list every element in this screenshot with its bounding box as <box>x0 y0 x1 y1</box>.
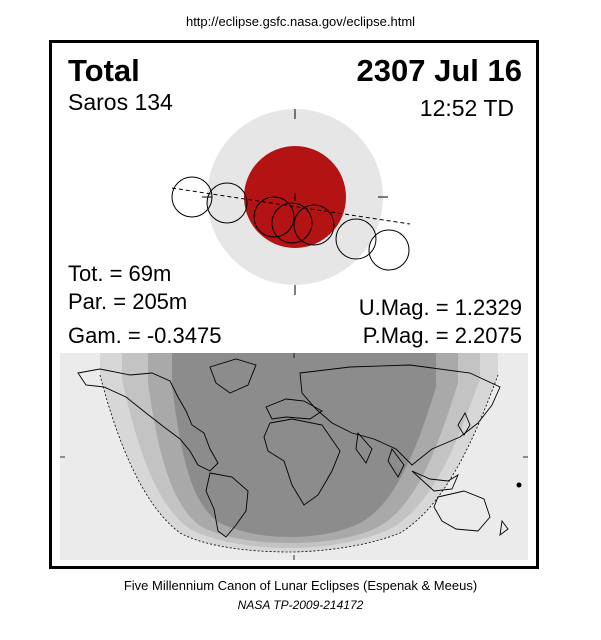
gamma-value: Gam. = -0.3475 <box>68 323 222 348</box>
eclipse-type: Total <box>68 53 140 88</box>
penumbral-magnitude: P.Mag. = 2.2075 <box>362 323 522 348</box>
moon-position <box>335 218 377 260</box>
moon-position <box>271 202 313 244</box>
partial-duration: Par. = 205m <box>68 289 188 314</box>
map-graticule-ticks <box>60 353 528 560</box>
umbral-magnitude: U.Mag. = 1.2329 <box>358 295 522 320</box>
total-visibility-zone <box>172 353 436 537</box>
moon-position <box>293 204 335 246</box>
moon-position <box>206 182 248 224</box>
coastlines <box>77 358 509 538</box>
eclipse-time: 12:52 TD <box>419 95 514 121</box>
eclipse-geometry <box>171 109 411 295</box>
saros-number: Saros 134 <box>68 89 173 115</box>
eclipse-date: 2307 Jul 16 <box>356 53 522 88</box>
footer-canon-title: Five Millennium Canon of Lunar Eclipses … <box>123 578 478 593</box>
eclipse-diagram-frame: Total 2307 Jul 16 Saros 134 12:52 TD Tot… <box>49 40 539 569</box>
moon-position <box>171 176 213 218</box>
moon-position <box>368 229 410 271</box>
visibility-map <box>60 353 528 560</box>
subsolar-point <box>516 482 522 488</box>
moon-position <box>253 196 295 238</box>
footer-publication: NASA TP-2009-214172 <box>237 598 364 612</box>
map-band-edge <box>99 374 499 553</box>
source-url[interactable]: http://eclipse.gsfc.nasa.gov/eclipse.htm… <box>185 14 416 29</box>
totality-duration: Tot. = 69m <box>68 261 172 286</box>
